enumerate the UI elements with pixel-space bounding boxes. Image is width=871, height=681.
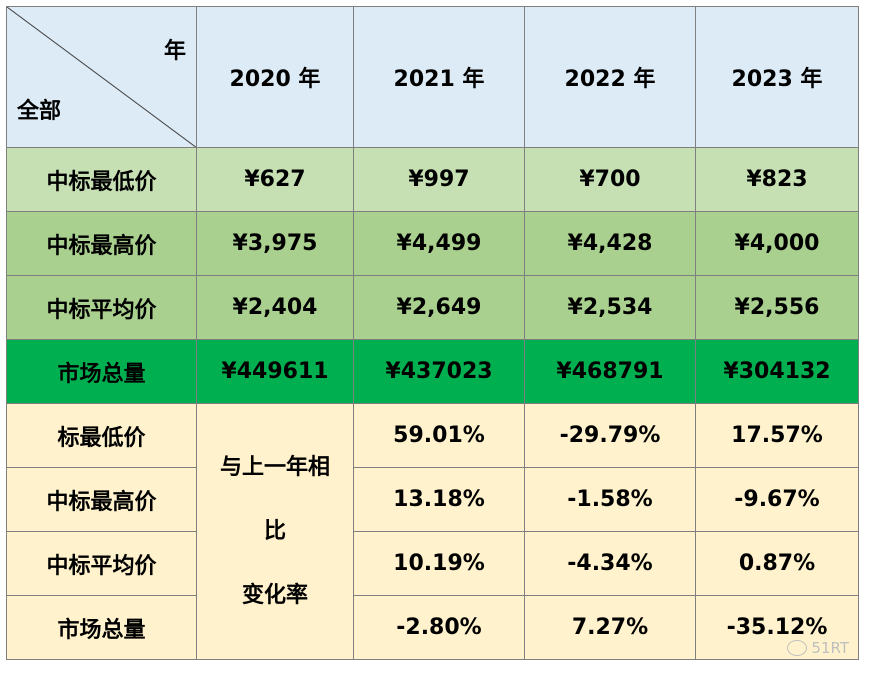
table-cell: 59.01% — [353, 403, 525, 468]
row-label: 中标最低价 — [6, 147, 197, 212]
table-cell: ¥4,499 — [353, 211, 525, 276]
table-cell: ¥2,649 — [353, 275, 525, 340]
row-label: 中标平均价 — [6, 531, 197, 596]
table-cell: 7.27% — [524, 595, 696, 660]
table-row: 中标最高价 ¥3,975 ¥4,499 ¥4,428 ¥4,000 — [6, 211, 859, 276]
row-label: 市场总量 — [6, 595, 197, 660]
price-comparison-table: 年 全部 2020 年 2021 年 2022 年 2023 年 中标最低价 ¥… — [6, 6, 859, 660]
row-label: 标最低价 — [6, 403, 197, 468]
row-label: 中标最高价 — [6, 467, 197, 532]
year-header: 2022 年 — [524, 6, 696, 148]
table-cell: ¥2,556 — [695, 275, 859, 340]
table-cell: ¥4,428 — [524, 211, 696, 276]
watermark-text: 51RT — [811, 639, 849, 657]
table-cell: -29.79% — [524, 403, 696, 468]
corner-all-label: 全部 — [17, 99, 62, 124]
corner-cell: 年 全部 — [6, 6, 197, 148]
change-rate-line: 变化率 — [241, 582, 308, 608]
table-cell: -9.67% — [695, 467, 859, 532]
table-cell: ¥468791 — [524, 339, 696, 404]
change-rate-line: 与上一年相 — [219, 454, 330, 480]
row-label: 中标平均价 — [6, 275, 197, 340]
table-cell: ¥700 — [524, 147, 696, 212]
row-label: 市场总量 — [6, 339, 197, 404]
change-rate-line: 比 — [263, 518, 286, 544]
table-cell: ¥2,534 — [524, 275, 696, 340]
table-cell: 13.18% — [353, 467, 525, 532]
table-cell: ¥3,975 — [196, 211, 354, 276]
chat-bubble-icon — [787, 640, 808, 656]
table-cell: ¥304132 — [695, 339, 859, 404]
table-cell: 0.87% — [695, 531, 859, 596]
watermark: 51RT — [787, 639, 849, 657]
table-cell: ¥823 — [695, 147, 859, 212]
table-cell: -35.12% — [695, 595, 859, 660]
table-cell: -2.80% — [353, 595, 525, 660]
table-cell: ¥627 — [196, 147, 354, 212]
year-header: 2023 年 — [695, 6, 859, 148]
year-header: 2020 年 — [196, 6, 354, 148]
table-row: 中标最低价 ¥627 ¥997 ¥700 ¥823 — [6, 147, 859, 212]
table-cell: -4.34% — [524, 531, 696, 596]
table-row: 市场总量 ¥449611 ¥437023 ¥468791 ¥304132 — [6, 339, 859, 404]
table-cell: ¥449611 — [196, 339, 354, 404]
table-row: 中标最高价 13.18% -1.58% -9.67% — [6, 467, 859, 532]
diagonal-line — [7, 7, 196, 147]
table-cell: ¥997 — [353, 147, 525, 212]
change-rate-label: 与上一年相 比 变化率 — [196, 403, 354, 660]
table-cell: -1.58% — [524, 467, 696, 532]
table-cell: ¥437023 — [353, 339, 525, 404]
year-header: 2021 年 — [353, 6, 525, 148]
table-row: 中标平均价 ¥2,404 ¥2,649 ¥2,534 ¥2,556 — [6, 275, 859, 340]
header-row: 年 全部 2020 年 2021 年 2022 年 2023 年 — [6, 6, 859, 148]
table-row: 标最低价 与上一年相 比 变化率 59.01% -29.79% 17.57% — [6, 403, 859, 660]
row-label: 中标最高价 — [6, 211, 197, 276]
table-row: 中标平均价 10.19% -4.34% 0.87% — [6, 531, 859, 596]
table-row: 市场总量 -2.80% 7.27% -35.12% — [6, 595, 859, 660]
table-cell: ¥4,000 — [695, 211, 859, 276]
table-cell: 17.57% — [695, 403, 859, 468]
table-cell: 10.19% — [353, 531, 525, 596]
corner-year-label: 年 — [163, 39, 186, 64]
table-cell: ¥2,404 — [196, 275, 354, 340]
